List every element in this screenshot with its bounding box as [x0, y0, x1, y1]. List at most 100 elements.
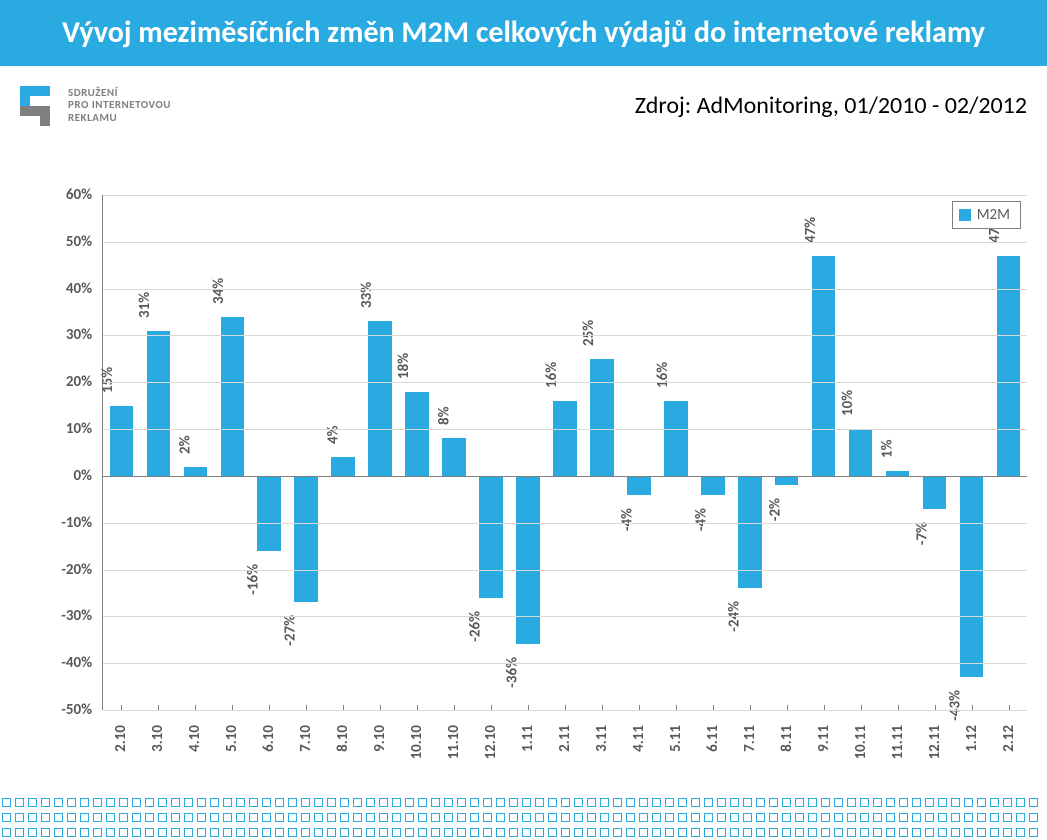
grid-line: [103, 335, 1027, 336]
x-tick-label: 3.10: [149, 725, 167, 752]
bar-value-label: 25%: [580, 320, 598, 346]
logo-line3: REKLAMU: [68, 112, 171, 125]
grid-line: [103, 616, 1027, 617]
bar-slot: -4%: [694, 195, 731, 710]
bars-container: 15%31%2%34%-16%-27%4%33%18%8%-26%-36%16%…: [103, 195, 1027, 710]
bar-slot: -26%: [473, 195, 510, 710]
y-tick-label: 50%: [40, 233, 92, 251]
y-tick-label: 0%: [40, 467, 92, 485]
bar: [479, 476, 503, 598]
bar: [627, 476, 651, 495]
bar-value-label: 31%: [136, 292, 154, 318]
legend: M2M: [952, 201, 1021, 229]
bar: [849, 429, 873, 476]
y-axis: -50%-40%-30%-20%-10%0%10%20%30%40%50%60%: [40, 195, 100, 710]
x-tick-label: 7.11: [741, 725, 759, 752]
x-tick-mark: [972, 705, 973, 710]
logo-line2: PRO INTERNETOVOU: [68, 99, 171, 112]
y-tick-label: -10%: [40, 514, 92, 532]
bar-value-label: 15%: [99, 367, 117, 393]
y-tick-label: -20%: [40, 561, 92, 579]
bar-slot: -36%: [509, 195, 546, 710]
legend-swatch: [959, 209, 971, 221]
bar-slot: 16%: [657, 195, 694, 710]
bar-value-label: 8%: [436, 407, 454, 426]
x-tick-label: 10.11: [852, 725, 870, 759]
x-tick-label: 8.11: [778, 725, 796, 752]
x-tick-slot: 8.11: [768, 710, 805, 770]
x-tick-slot: 2.10: [102, 710, 139, 770]
x-tick-slot: 12.11: [916, 710, 953, 770]
x-tick-slot: 11.11: [879, 710, 916, 770]
source-label: Zdroj: AdMonitoring, 01/2010 - 02/2012: [635, 91, 1027, 120]
x-tick-mark: [898, 705, 899, 710]
x-tick-mark: [639, 705, 640, 710]
x-tick-slot: 3.11: [583, 710, 620, 770]
bar-slot: 1%: [879, 195, 916, 710]
bar-value-label: 2%: [177, 435, 195, 454]
x-tick-mark: [713, 705, 714, 710]
bar-slot: 15%: [103, 195, 140, 710]
logo-mark-icon: [20, 86, 60, 126]
bar: [147, 331, 171, 476]
y-tick-label: 20%: [40, 373, 92, 391]
x-tick-slot: 12.10: [472, 710, 509, 770]
x-tick-mark: [454, 705, 455, 710]
x-tick-label: 11.10: [445, 725, 463, 759]
bar: [923, 476, 947, 509]
bar: [664, 401, 688, 476]
x-tick-mark: [602, 705, 603, 710]
grid-line: [103, 382, 1027, 383]
x-tick-mark: [158, 705, 159, 710]
grid-line: [103, 429, 1027, 430]
x-tick-mark: [528, 705, 529, 710]
y-tick-label: 60%: [40, 186, 92, 204]
x-tick-mark: [306, 705, 307, 710]
x-tick-mark: [824, 705, 825, 710]
x-tick-label: 12.11: [926, 725, 944, 759]
x-tick-slot: 1.11: [509, 710, 546, 770]
x-tick-mark: [565, 705, 566, 710]
bar: [553, 401, 577, 476]
bar-slot: 31%: [140, 195, 177, 710]
bar: [775, 476, 799, 485]
x-tick-label: 7.10: [297, 725, 315, 752]
bar-value-label: 33%: [358, 282, 376, 308]
bar-value-label: -7%: [914, 522, 932, 545]
bar: [110, 406, 134, 476]
x-tick-label: 5.10: [223, 725, 241, 752]
bar-slot: 4%: [325, 195, 362, 710]
x-tick-label: 10.10: [408, 725, 426, 759]
bar-value-label: 34%: [210, 278, 228, 304]
x-tick-slot: 5.10: [213, 710, 250, 770]
logo: SDRUŽENÍ PRO INTERNETOVOU REKLAMU: [20, 86, 171, 126]
y-tick-label: -40%: [40, 654, 92, 672]
x-tick-slot: 4.11: [620, 710, 657, 770]
bar-value-label: -4%: [618, 508, 636, 531]
bar-value-label: -27%: [282, 615, 300, 646]
bar-slot: 18%: [399, 195, 436, 710]
bar-value-label: 1%: [879, 440, 897, 459]
bar-value-label: -2%: [766, 498, 784, 521]
bar-slot: -24%: [731, 195, 768, 710]
bar-value-label: 18%: [395, 353, 413, 379]
y-tick-label: 10%: [40, 420, 92, 438]
x-tick-label: 12.10: [482, 725, 500, 759]
x-tick-mark: [269, 705, 270, 710]
bar-slot: 2%: [177, 195, 214, 710]
grid-line: [103, 289, 1027, 290]
x-tick-slot: 1.12: [953, 710, 990, 770]
bar-value-label: -26%: [467, 611, 485, 642]
x-tick-slot: 6.11: [694, 710, 731, 770]
header-row: SDRUŽENÍ PRO INTERNETOVOU REKLAMU Zdroj:…: [0, 66, 1047, 136]
bar: [590, 359, 614, 476]
logo-text: SDRUŽENÍ PRO INTERNETOVOU REKLAMU: [68, 87, 171, 125]
bar-slot: -7%: [916, 195, 953, 710]
x-tick-mark: [787, 705, 788, 710]
x-tick-label: 1.12: [963, 725, 981, 752]
x-tick-mark: [491, 705, 492, 710]
plot-area: 15%31%2%34%-16%-27%4%33%18%8%-26%-36%16%…: [102, 195, 1027, 710]
bar: [442, 438, 466, 475]
bar-slot: -27%: [288, 195, 325, 710]
x-tick-mark: [232, 705, 233, 710]
